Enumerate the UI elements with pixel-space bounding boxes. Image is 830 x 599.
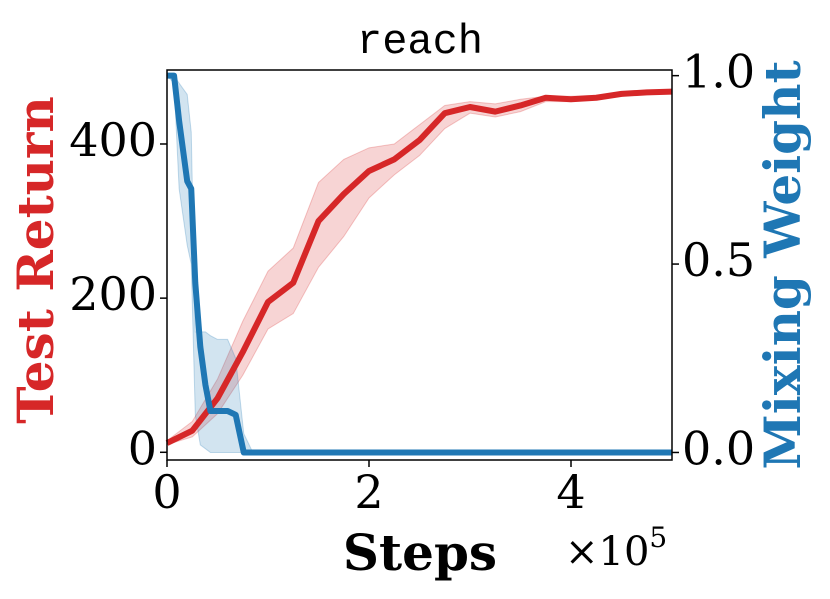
y-axis-label: Test Return <box>6 96 65 423</box>
chart-title: reach <box>357 18 483 66</box>
x-multiplier: ×105 <box>565 521 667 576</box>
y2-tick-label: 0.5 <box>682 233 755 287</box>
x-tick-label: 2 <box>354 465 383 519</box>
y-tick-label: 200 <box>69 267 157 321</box>
x-multiplier-exp: 5 <box>649 521 667 554</box>
x-axis-label: Steps <box>343 523 497 582</box>
series-line <box>167 72 672 456</box>
x-tick-label: 4 <box>556 465 585 519</box>
x-multiplier-base: ×10 <box>565 529 649 575</box>
y2-tick-label: 1.0 <box>682 45 755 99</box>
y2-tick-label: 0.0 <box>682 421 755 475</box>
y2-axis-label: Mixing Weight <box>753 60 812 469</box>
y-tick-label: 0 <box>128 421 157 475</box>
x-tick-label: 0 <box>152 465 181 519</box>
series-line <box>165 88 673 446</box>
plot-frame <box>166 69 673 461</box>
y-tick-label: 400 <box>69 113 157 167</box>
